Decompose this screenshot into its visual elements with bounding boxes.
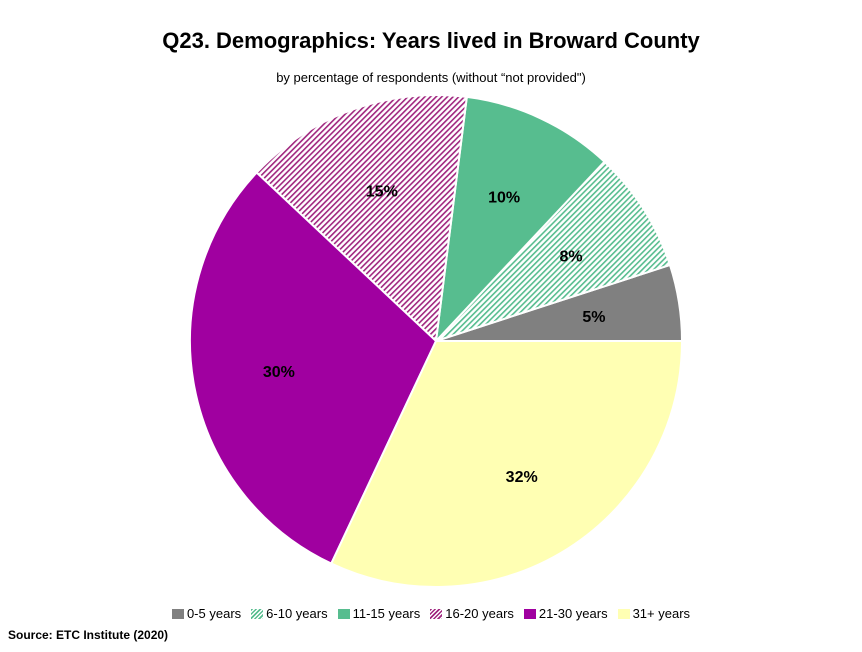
legend-swatch-0-5-years [171,608,184,619]
data-label-16-20-years: 15% [366,184,398,201]
chart-legend: 0-5 years 6-10 years 11-15 years 16-20 year… [0,606,862,621]
legend-label-21-30-years: 21-30 years [538,606,608,621]
chart-title: Q23. Demographics: Years lived in Browar… [162,28,700,53]
data-label-6-10-years: 8% [559,248,582,265]
legend-label-16-20-years: 16-20 years [445,606,514,621]
legend-label-6-10-years: 6-10 years [266,606,328,621]
legend-swatch-21-30-years [523,608,536,619]
legend-item-31-years: 31+ years [617,606,691,621]
data-label-21-30-years: 30% [263,364,295,381]
legend-label-0-5-years: 0-5 years [186,606,242,621]
source-note: Source: ETC Institute (2020) [8,628,169,642]
data-label-11-15-years: 10% [488,189,520,206]
legend-item-6-10-years: 6-10 years [251,606,328,621]
pie-slice-11-15-years [434,95,606,344]
pie-slice-16-20-years [255,94,468,344]
legend-swatch-11-15-years [337,608,350,619]
legend-item-21-30-years: 21-30 years [523,606,608,621]
legend-swatch-31-years [617,608,630,619]
legend-swatch-16-20-years [430,608,443,619]
pie-slice-21-30-years [189,171,438,565]
legend-label-31-years: 31+ years [632,606,691,621]
chart-subtitle: by percentage of respondents (without “n… [276,70,586,85]
legend-item-16-20-years: 16-20 years [430,606,514,621]
pie-slice-6-10-years [435,160,672,342]
legend-item-0-5-years: 0-5 years [171,606,242,621]
pie-slice-31-years [329,340,684,588]
data-label-31-years: 32% [506,469,538,486]
legend-swatch-6-10-years [251,608,264,619]
data-label-0-5-years: 5% [582,309,605,326]
legend-item-11-15-years: 11-15 years [337,606,421,621]
legend-label-11-15-years: 11-15 years [352,606,421,621]
